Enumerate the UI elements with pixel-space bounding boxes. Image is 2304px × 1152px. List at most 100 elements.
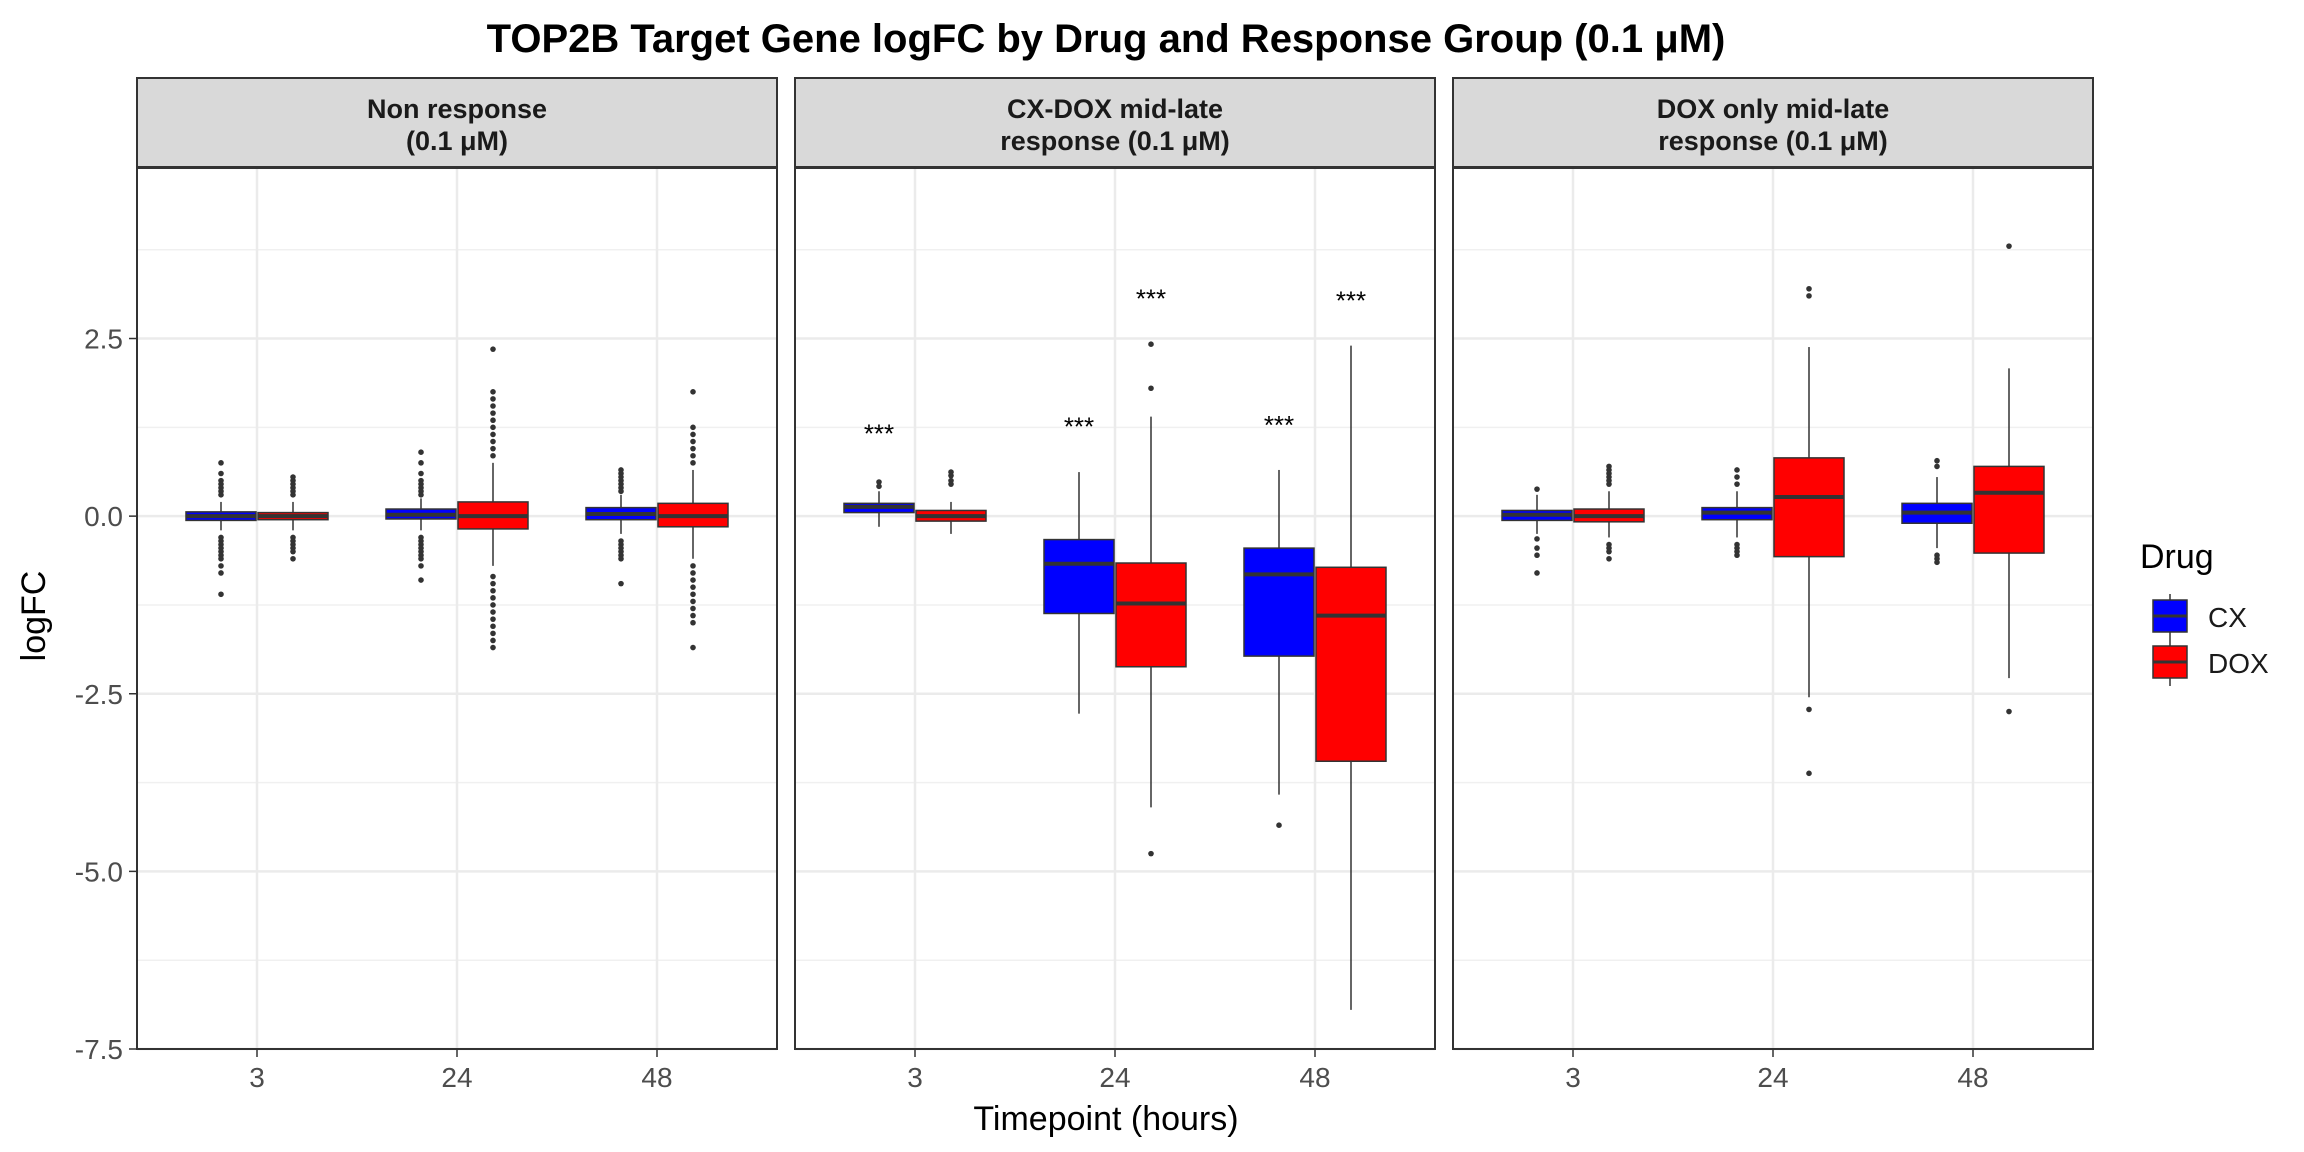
outlier-point [690, 460, 696, 466]
x-tick-label: 24 [1757, 1062, 1788, 1093]
outlier-point [1934, 463, 1940, 470]
outlier-point [490, 623, 496, 630]
outlier-point [690, 438, 696, 445]
significance-label: *** [864, 418, 894, 448]
outlier-point [418, 577, 424, 583]
x-tick-label: 48 [1299, 1062, 1330, 1093]
significance-label: *** [1264, 410, 1294, 440]
outlier-point [218, 555, 224, 562]
outlier-point [490, 637, 496, 644]
outlier-point [490, 403, 496, 409]
outlier-point [948, 472, 954, 479]
outlier-point [1534, 486, 1540, 492]
y-tick-label: -2.5 [75, 679, 123, 710]
outlier-point [490, 609, 496, 615]
x-tick-label: 3 [1565, 1062, 1581, 1093]
outlier-point [1276, 822, 1282, 828]
outlier-point [690, 619, 696, 626]
outlier-point [218, 460, 224, 466]
box-body [1043, 538, 1115, 615]
outlier-point [1148, 385, 1154, 392]
outlier-point [690, 389, 696, 395]
box-dox-3 [257, 474, 329, 562]
outlier-point [490, 587, 496, 594]
x-tick-label: 48 [1957, 1062, 1988, 1093]
box-cx-24 [1701, 467, 1773, 559]
outlier-point [876, 483, 882, 490]
y-tick-label: 2.5 [84, 324, 123, 355]
facet-strip-label-line1: DOX only mid-late [1657, 94, 1890, 124]
box-dox-24 [457, 346, 529, 651]
legend-item-cx: CX [2152, 594, 2247, 640]
outlier-point [418, 563, 424, 569]
outlier-point [290, 555, 296, 562]
y-axis-title: logFC [15, 571, 53, 662]
y-tick-label: 0.0 [84, 501, 123, 532]
legend-item-dox: DOX [2152, 640, 2269, 686]
outlier-point [618, 555, 624, 562]
significance-label: *** [1336, 286, 1366, 316]
outlier-point [290, 548, 296, 555]
outlier-point [690, 612, 696, 619]
outlier-point [1534, 552, 1540, 559]
box-cx-48 [1243, 469, 1315, 828]
outlier-point [1734, 481, 1740, 487]
box-dox-3 [915, 469, 987, 534]
outlier-point [948, 481, 954, 487]
outlier-point [418, 470, 424, 477]
box-dox-48 [657, 389, 729, 651]
x-tick-label: 48 [641, 1062, 672, 1093]
outlier-point [490, 445, 496, 452]
box-dox-24 [1115, 341, 1187, 857]
outlier-point [1534, 570, 1540, 576]
x-axis-title: Timepoint (hours) [973, 1100, 1238, 1138]
outlier-point [1806, 706, 1812, 713]
y-axis: 2.5 0.0 -2.5 -5.0 -7.5 [75, 324, 137, 1065]
box-cx-24 [385, 449, 457, 583]
outlier-point [490, 602, 496, 608]
facet-strip [1452, 77, 2094, 168]
x-tick-label: 3 [907, 1062, 923, 1093]
x-tick-label: 3 [249, 1062, 265, 1093]
outlier-point [418, 460, 424, 466]
outlier-point [218, 591, 224, 598]
facet-strip-label-line2: response (0.1 μM) [1658, 126, 1888, 156]
outlier-point [1806, 293, 1812, 299]
outlier-point [490, 573, 496, 580]
outlier-point [1734, 474, 1740, 480]
outlier-point [690, 605, 696, 612]
outlier-point [690, 452, 696, 459]
y-tick-label: -7.5 [75, 1034, 123, 1065]
outlier-point [618, 580, 624, 587]
legend-label: DOX [2208, 648, 2269, 679]
outlier-point [218, 570, 224, 576]
outlier-point [618, 488, 624, 495]
outlier-point [490, 580, 496, 587]
facet-strip-label-line1: Non response [367, 94, 547, 124]
outlier-point [876, 479, 882, 485]
outlier-point [690, 584, 696, 590]
outlier-point [1734, 552, 1740, 559]
outlier-point [1148, 850, 1154, 857]
outlier-point [490, 452, 496, 459]
outlier-point [418, 449, 424, 455]
box-body [1773, 457, 1845, 558]
outlier-point [490, 630, 496, 637]
outlier-point [490, 410, 496, 416]
outlier-point [490, 616, 496, 622]
outlier-point [490, 424, 496, 431]
significance-label: *** [1064, 411, 1094, 441]
box-cx-3 [185, 460, 257, 598]
outlier-point [218, 563, 224, 569]
outlier-point [418, 492, 424, 498]
outlier-point [490, 396, 496, 402]
outlier-point [690, 431, 696, 438]
outlier-point [1148, 341, 1154, 348]
outlier-point [1806, 770, 1812, 777]
facet-strip [794, 77, 1436, 168]
outlier-point [490, 417, 496, 424]
legend-title: Drug [2140, 538, 2214, 576]
